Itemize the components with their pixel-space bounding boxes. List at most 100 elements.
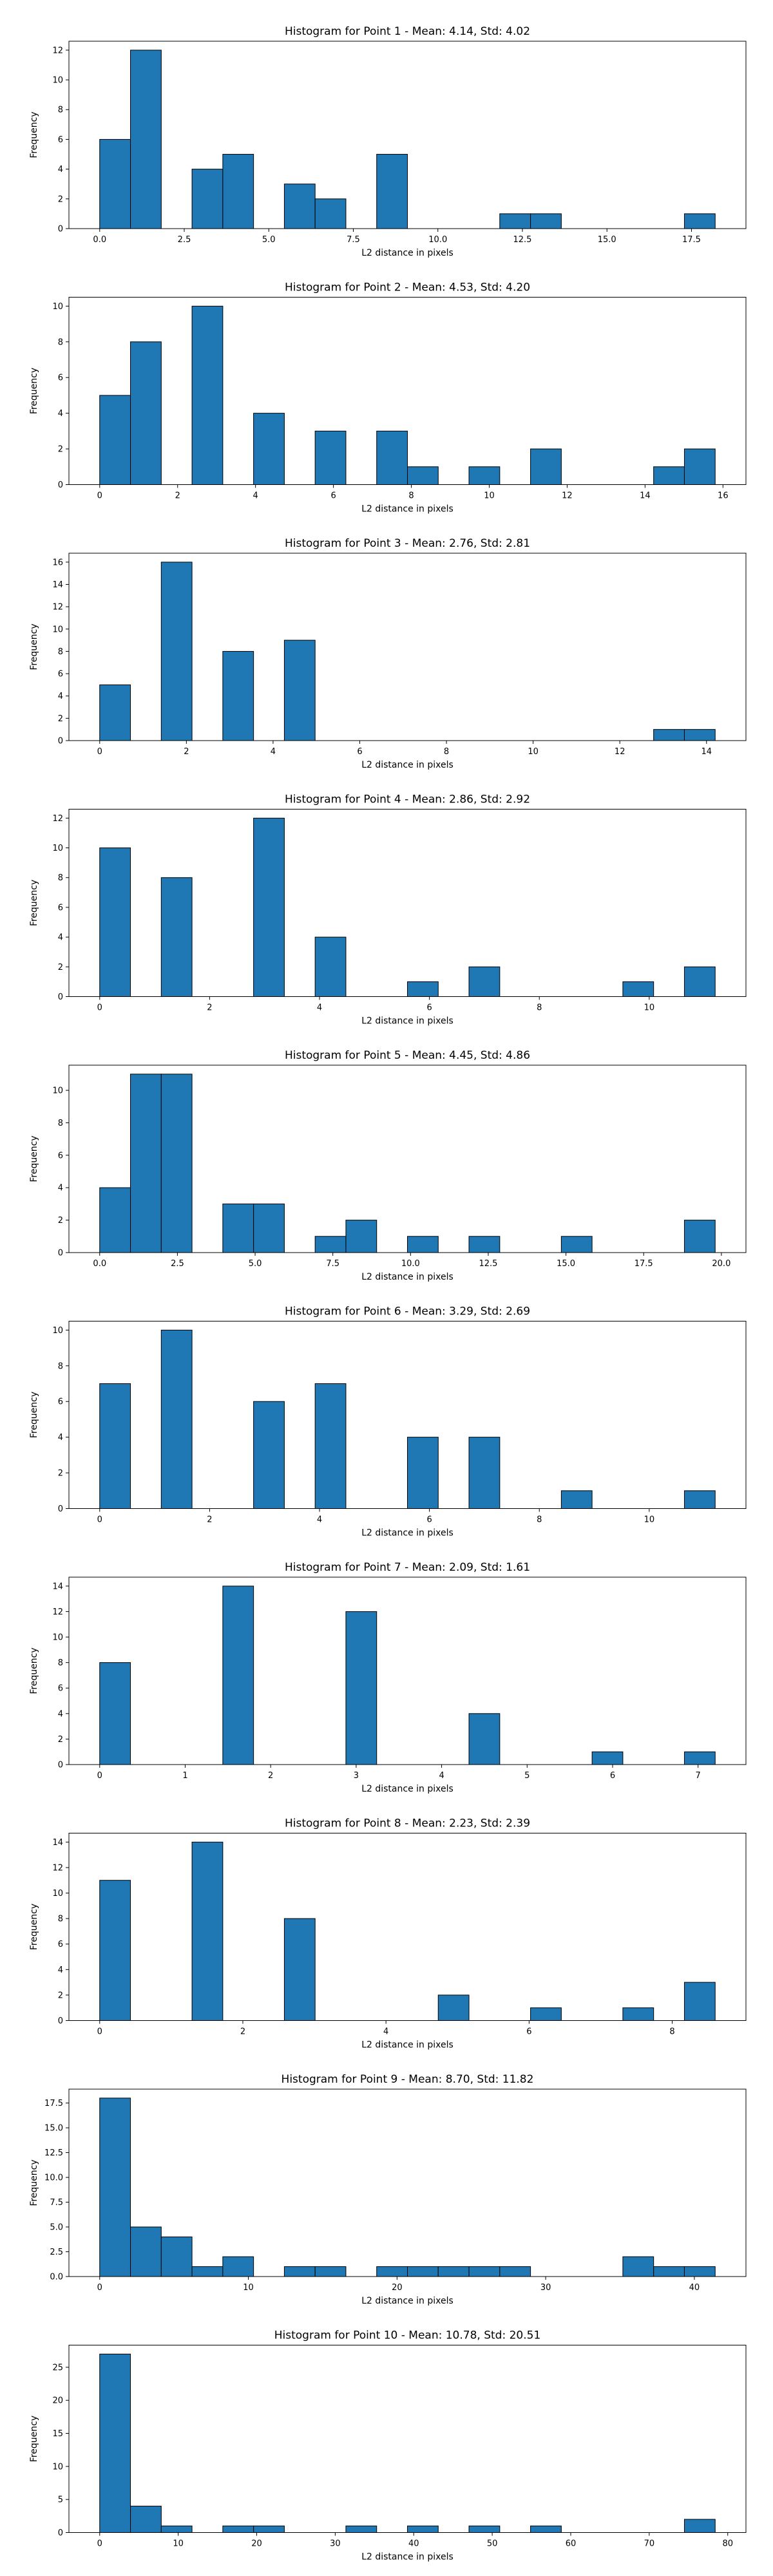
histogram-bar [499, 213, 531, 229]
chart-title: Histogram for Point 2 - Mean: 4.53, Std:… [285, 281, 530, 294]
histogram-bar [468, 2525, 501, 2533]
x-tick-label: 5 [524, 1771, 530, 1781]
histogram-bar [283, 1918, 316, 2021]
y-tick-label: 4 [58, 1184, 63, 1193]
y-axis-label: Frequency [29, 1135, 39, 1182]
plot-frame [68, 1065, 747, 1253]
histogram-bar [314, 198, 347, 229]
y-tick-label: 4 [58, 933, 63, 943]
y-tick-label: 2.5 [50, 2248, 63, 2257]
x-tick-label: 10 [644, 1515, 655, 1525]
histogram-bar [530, 448, 562, 485]
histogram-bar [683, 1490, 716, 1509]
y-tick-label: 6 [58, 903, 63, 913]
histogram-chart-1: Histogram for Point 1 - Mean: 4.14, Std:… [29, 25, 747, 258]
x-tick-label: 5.0 [262, 235, 276, 245]
chart-title: Histogram for Point 7 - Mean: 2.09, Std:… [285, 1561, 530, 1574]
histogram-bar [283, 184, 316, 229]
x-tick-label: 10 [528, 747, 539, 757]
y-tick-label: 6 [58, 1151, 63, 1160]
x-tick-label: 0 [97, 1771, 102, 1781]
histogram-bar [99, 1662, 131, 1765]
histogram-bar [222, 154, 254, 229]
histogram-chart-6: Histogram for Point 6 - Mean: 3.29, Std:… [29, 1305, 747, 1539]
y-tick-label: 14 [52, 1838, 63, 1848]
y-tick-label: 0 [58, 2016, 63, 2026]
x-tick-label: 0 [97, 491, 102, 501]
histogram-bar [253, 817, 285, 998]
x-tick-label: 2 [207, 1003, 212, 1013]
x-tick-label: 8 [537, 1003, 542, 1013]
y-tick-label: 0 [58, 480, 63, 490]
histogram-bar [622, 981, 654, 998]
histogram-bar [99, 395, 131, 486]
x-tick-label: 0 [97, 2027, 102, 2037]
histogram-bar [99, 2098, 131, 2277]
plot-frame [68, 1833, 747, 2021]
y-axis-label: Frequency [29, 1904, 39, 1950]
histogram-bar [130, 2505, 162, 2533]
plot-frame [68, 1577, 747, 1765]
x-tick-label: 2 [184, 747, 189, 757]
plot-frame [68, 809, 747, 997]
histogram-bar [160, 2236, 193, 2277]
histogram-bar [99, 684, 131, 741]
histogram-bar [468, 2266, 501, 2277]
x-tick-label: 20.0 [712, 1259, 730, 1269]
y-tick-label: 6 [58, 135, 63, 145]
histogram-bar [314, 936, 347, 997]
chart-title: Histogram for Point 8 - Mean: 2.23, Std:… [285, 1817, 530, 1830]
histogram-bar [99, 138, 131, 229]
histogram-bar [468, 1713, 501, 1765]
histogram-bar [314, 430, 347, 485]
histogram-bar [222, 1203, 254, 1253]
x-tick-label: 15.0 [598, 235, 616, 245]
x-tick-label: 8 [408, 491, 414, 501]
y-tick-label: 14 [52, 580, 63, 590]
histogram-chart-4: Histogram for Point 4 - Mean: 2.86, Std:… [29, 793, 747, 1027]
x-axis-label: L2 distance in pixels [361, 1784, 453, 1794]
chart-title: Histogram for Point 10 - Mean: 10.78, St… [274, 2329, 541, 2342]
x-tick-label: 10 [173, 2539, 184, 2549]
histogram-bar [560, 1490, 593, 1509]
histogram-bar [191, 2266, 224, 2277]
y-tick-label: 2 [58, 445, 63, 455]
histogram-bar [191, 305, 224, 485]
histogram-bar [407, 1236, 439, 1253]
y-tick-label: 10 [52, 1326, 63, 1336]
y-tick-label: 5 [58, 2496, 63, 2505]
histogram-bar [314, 1236, 347, 1253]
y-tick-label: 2 [58, 1735, 63, 1745]
y-tick-label: 6 [58, 670, 63, 679]
x-tick-label: 2 [240, 2027, 245, 2037]
histogram-bar [314, 1383, 347, 1509]
y-tick-label: 5.0 [50, 2223, 63, 2233]
histogram-bar [468, 1437, 501, 1509]
histogram-bar [530, 2525, 562, 2533]
x-tick-label: 6 [426, 1003, 432, 1013]
x-tick-label: 20 [251, 2539, 262, 2549]
histogram-bar [437, 1994, 470, 2022]
plot-frame [68, 2088, 747, 2277]
x-tick-label: 17.5 [682, 235, 701, 245]
histogram-bar [222, 2256, 254, 2277]
histogram-bar [99, 848, 131, 997]
chart-title: Histogram for Point 9 - Mean: 8.70, Std:… [282, 2073, 534, 2086]
x-tick-label: 60 [566, 2539, 577, 2549]
histogram-bar [437, 2266, 470, 2277]
histogram-bar [376, 430, 408, 485]
y-tick-label: 15.0 [44, 2124, 63, 2134]
y-tick-label: 12 [52, 46, 63, 55]
x-tick-label: 4 [317, 1515, 322, 1525]
x-axis-label: L2 distance in pixels [361, 504, 453, 515]
histogram-bar [683, 729, 716, 741]
plot-frame [68, 553, 747, 741]
y-tick-label: 4 [58, 1709, 63, 1719]
y-axis-label: Frequency [29, 1647, 39, 1694]
y-axis-label: Frequency [29, 368, 39, 414]
x-tick-label: 5.0 [249, 1259, 262, 1269]
x-tick-label: 6 [357, 747, 362, 757]
x-tick-label: 1 [182, 1771, 187, 1781]
histogram-bar [376, 2266, 408, 2277]
x-tick-label: 6 [526, 2027, 531, 2037]
